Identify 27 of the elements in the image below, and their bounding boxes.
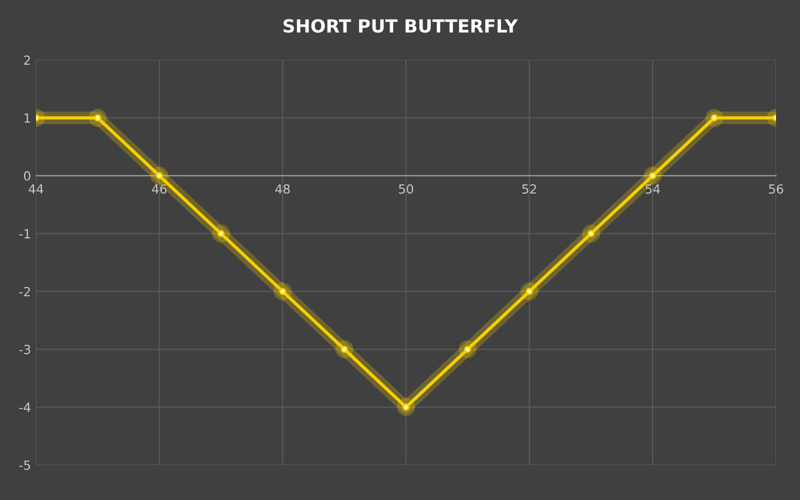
point [582,224,600,243]
point [335,340,354,358]
y-tick-label: 1 [24,113,30,123]
point [150,166,168,185]
x-tick-label: 44 [28,184,44,194]
x-tick-label: 56 [769,184,784,194]
point [212,224,230,243]
x-tick-label: 48 [275,184,290,194]
y-tick-label: 2 [24,55,30,65]
point [458,340,477,358]
y-tick-label: -5 [19,460,30,470]
x-tick-label: 52 [522,184,536,194]
y-tick-label: -2 [19,286,30,296]
point [644,166,662,185]
x-tick-label: 54 [646,184,660,194]
chart-title: SHORT PUT BUTTERFLY [284,19,518,33]
y-tick-label: -1 [19,229,30,238]
y-tick-label: -3 [19,344,30,354]
point [705,108,724,127]
point [274,282,292,300]
y-tick-label: -4 [19,402,30,412]
x-tick-label: 50 [399,184,414,194]
x-tick-label: 46 [152,184,166,194]
y-tick-label: 0 [24,171,30,181]
point [520,282,538,300]
point [396,398,416,416]
point [88,108,107,127]
